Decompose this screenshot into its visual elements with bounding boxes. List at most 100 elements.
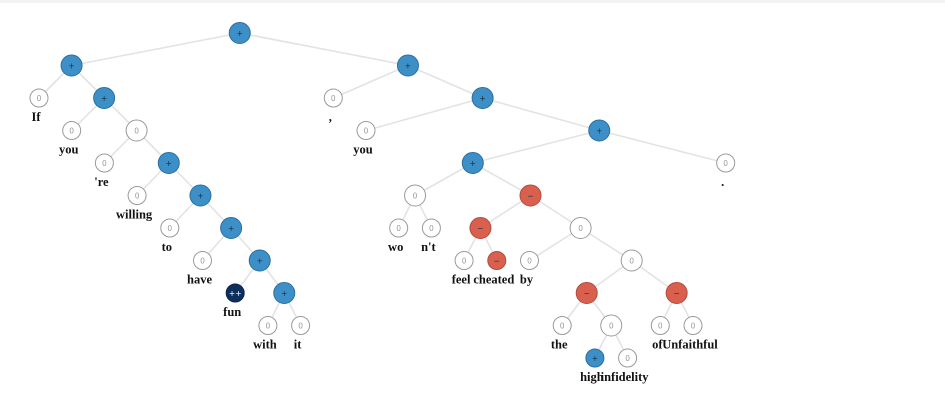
node-circle [618,348,638,368]
leaf-word: , [329,110,332,124]
node-circle [396,54,419,77]
leaf-word: cheated [473,273,514,287]
node-circle [575,282,598,304]
tree-node-negative: − [469,217,492,239]
node-sentiment-label: 0 [200,257,205,266]
node-sentiment-label: + [470,159,476,168]
leaf-node-neutral: 0 [421,218,441,238]
node-sentiment-label: + [405,62,411,71]
node-sentiment-label: + [596,127,602,136]
tree-edge [71,32,240,67]
leaf-node-neutral: 0 [323,88,343,108]
node-sentiment-label: 0 [691,322,696,331]
node-circle [94,153,114,173]
leaf-node-neutral: 0 [716,153,736,173]
node-circle [356,121,376,140]
leaf-node-neutral: 0 [193,251,212,270]
leaf-word: by [520,273,534,287]
tree-node-positive: + [228,22,251,44]
leaf-node-neutral: 0 [683,316,703,335]
node-circle [469,217,492,239]
tree-node-positive: + [220,217,243,239]
node-sentiment-label: 0 [629,257,634,266]
node-sentiment-label: 0 [298,322,303,331]
node-circle [471,87,494,109]
node-sentiment-label: 0 [429,224,434,233]
top-border [0,0,945,3]
node-sentiment-label: + [228,224,234,233]
node-circle [29,88,49,108]
node-circle [665,282,688,304]
node-circle [620,249,643,272]
tree-edge [407,64,483,99]
node-circle [569,217,592,239]
node-circle [60,54,83,77]
node-circle [585,348,605,368]
leaf-node-negative: − [487,251,507,270]
leaf-node-neutral: 0 [389,218,409,238]
node-circle [588,119,611,142]
tree-edge [482,97,600,132]
node-sentiment-label: 0 [135,192,140,201]
leaf-word: 're [94,175,109,189]
node-sentiment-label: − [477,224,483,233]
tree-node-positive: + [588,119,611,142]
tree-node-positive: + [461,152,484,174]
node-circle [552,316,572,335]
tree-node-positive: + [93,87,116,109]
tree-edge [472,162,531,197]
node-circle [125,119,148,142]
leaf-node-neutral: 0 [454,251,474,270]
node-sentiment-label: 0 [102,159,107,168]
node-circle [454,251,474,270]
node-circle [62,121,82,140]
leaf-node-neutral: 0 [94,153,114,173]
node-circle [220,217,243,239]
tree-node-positive: + [248,249,271,272]
tree-node-neutral: 0 [404,184,427,207]
leaf-word: feel [452,273,471,287]
tree-node-negative: − [519,184,542,207]
node-sentiment-label: 0 [69,127,74,136]
node-sentiment-label: − [494,257,500,266]
node-sentiment-label: 0 [609,322,614,331]
tree-node-positive: + [60,54,83,77]
node-circle [225,283,245,303]
node-circle [273,282,296,304]
node-sentiment-label: + [237,29,243,38]
leaf-word: with [253,338,277,352]
node-sentiment-label: − [674,289,680,298]
node-circle [93,87,116,109]
leaf-word: have [187,273,212,287]
leaf-node-very_positive: ++ [225,283,245,303]
leaf-word: wo [388,240,403,254]
tree-edge [332,64,409,99]
node-sentiment-label: 0 [560,322,565,331]
node-circle [189,184,212,207]
node-sentiment-label: + [68,62,74,71]
tree-node-neutral: 0 [569,217,592,239]
leaf-node-neutral: 0 [62,121,82,140]
node-sentiment-label: 0 [462,257,467,266]
leaf-node-neutral: 0 [650,316,670,335]
node-circle [291,316,311,335]
node-sentiment-label: 0 [331,94,336,103]
tree-edge [599,129,726,164]
node-circle [487,251,507,270]
leaf-word: n't [421,240,436,254]
node-circle [160,218,180,238]
node-circle [323,88,343,108]
node-sentiment-label: + [101,94,107,103]
node-sentiment-label: 0 [396,224,401,233]
leaf-word: the [551,338,568,352]
tree-edge [365,97,483,132]
leaf-word: If [31,110,41,124]
node-circle [519,184,542,207]
tree-edge [472,129,600,164]
node-circle [404,184,427,207]
leaf-node-neutral: 0 [356,121,376,140]
node-sentiment-label: 0 [723,159,728,168]
node-sentiment-label: + [479,94,485,103]
